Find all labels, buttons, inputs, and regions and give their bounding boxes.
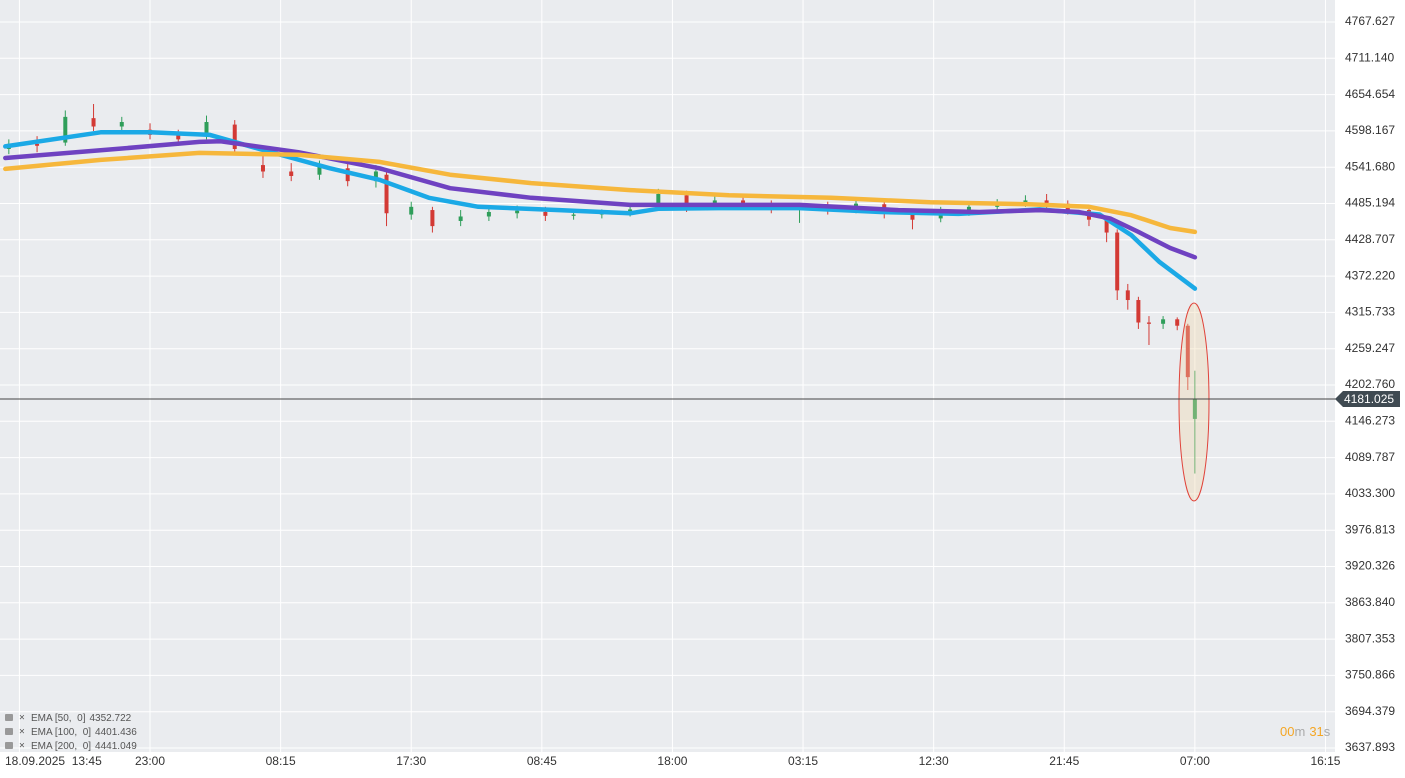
legend-icon <box>5 714 13 721</box>
countdown-minutes: 00 <box>1280 724 1294 739</box>
ema-line <box>3 150 1198 235</box>
candle-body <box>91 118 96 127</box>
candle-body <box>543 211 548 216</box>
candle-body <box>486 211 491 217</box>
candle-body <box>1104 219 1109 233</box>
x-tick-label: 12:30 <box>919 754 949 768</box>
y-tick-label: 4089.787 <box>1345 450 1395 464</box>
legend-name: EMA [50, 0] <box>31 713 86 724</box>
y-tick-label: 4202.760 <box>1345 377 1395 391</box>
countdown-unit: m <box>1294 724 1305 739</box>
x-tick-label: 03:15 <box>788 754 818 768</box>
overlay: 4181.025 <box>0 390 1400 407</box>
candle-body <box>317 165 322 175</box>
candle-body <box>458 216 463 221</box>
y-tick-label: 4767.627 <box>1345 14 1395 28</box>
last-price-label: 4181.025 <box>1344 392 1394 406</box>
x-tick-label: 18.09.2025 13:45 <box>5 754 102 768</box>
y-tick-label: 4485.194 <box>1345 196 1395 210</box>
legend-name: EMA [100, 0] <box>31 727 91 738</box>
legend-entry: EMA [100, 0] 4401.436 <box>31 727 137 738</box>
x-tick-label: 21:45 <box>1049 754 1079 768</box>
legend-value: 4401.436 <box>95 727 137 738</box>
candle-body <box>260 165 265 172</box>
candle-body <box>515 210 520 214</box>
candle-body <box>232 124 237 150</box>
candle-body <box>289 171 294 176</box>
countdown-unit: s <box>1324 724 1331 739</box>
candle-body <box>409 206 414 215</box>
candle-body <box>1115 232 1120 291</box>
candle-body <box>910 213 915 220</box>
candle-body <box>1175 319 1180 326</box>
candle-body <box>571 214 576 216</box>
candle-body <box>1192 398 1197 419</box>
countdown: 00m 31s <box>1280 724 1331 739</box>
x-tick-label: 23:00 <box>135 754 165 768</box>
marks <box>3 104 1198 474</box>
plot-background <box>0 0 1335 752</box>
legend-close: × <box>19 741 25 752</box>
candle-body <box>204 122 209 137</box>
candle-body <box>741 200 746 204</box>
candle-body <box>1125 290 1130 301</box>
y-tick-label: 3976.813 <box>1345 522 1395 536</box>
candle-body <box>1185 325 1190 378</box>
candle-body <box>119 122 124 127</box>
candle-body <box>1044 200 1049 203</box>
legend-name: EMA [200, 0] <box>31 741 91 752</box>
candle-body <box>430 210 435 227</box>
x-tick-label: 16:15 <box>1310 754 1340 768</box>
y-tick-label: 3694.379 <box>1345 704 1395 718</box>
candle-body <box>656 193 661 209</box>
candle-body <box>384 174 389 214</box>
y-tick-label: 4711.140 <box>1345 50 1394 64</box>
y-tick-label: 4146.273 <box>1345 413 1395 427</box>
legend-value: 4352.722 <box>89 713 131 724</box>
y-tick-label: 4033.300 <box>1345 486 1395 500</box>
y-tick-label: 4428.707 <box>1345 232 1395 246</box>
highlight-ellipse <box>1178 302 1210 502</box>
x-tick-label: 07:00 <box>1180 754 1210 768</box>
countdown-seconds: 31 <box>1309 724 1323 739</box>
legend-entry: EMA [50, 0] 4352.722 <box>31 713 132 724</box>
y-tick-label: 4541.680 <box>1345 159 1395 173</box>
x-tick-label: 17:30 <box>396 754 426 768</box>
y-tick-label: 3863.840 <box>1345 595 1395 609</box>
y-tick-label: 3750.866 <box>1345 668 1395 682</box>
y-tick-label: 4598.167 <box>1345 123 1395 137</box>
candle-body <box>63 116 68 143</box>
y-tick-label: 4372.220 <box>1345 268 1395 282</box>
y-tick-label: 4654.654 <box>1345 87 1395 101</box>
candle-body <box>176 134 181 140</box>
time-axis-background <box>0 752 1335 778</box>
candle-body <box>966 206 971 212</box>
y-tick-label: 4259.247 <box>1345 341 1395 355</box>
candle-body <box>35 143 40 146</box>
candle-body <box>373 171 378 182</box>
x-tick-label: 18:00 <box>657 754 687 768</box>
candle-body <box>1136 300 1141 323</box>
grid <box>0 0 1335 752</box>
y-tick-label: 3637.893 <box>1345 740 1395 754</box>
candle-body <box>684 195 689 207</box>
x-tick-label: 08:45 <box>527 754 557 768</box>
legend-close: × <box>19 713 25 724</box>
x-tick-label: 08:15 <box>266 754 296 768</box>
legend-entry: EMA [200, 0] 4441.049 <box>31 741 137 752</box>
y-tick-label: 3920.326 <box>1345 559 1395 573</box>
legend-value: 4441.049 <box>95 741 137 752</box>
candle-body <box>1146 322 1151 324</box>
last-price-tag <box>1335 390 1400 407</box>
y-tick-label: 4315.733 <box>1345 305 1395 319</box>
ema-line <box>3 139 1198 260</box>
legend-icon <box>5 728 13 735</box>
candle-body <box>1161 319 1166 324</box>
price-axis-background <box>1335 0 1405 778</box>
y-tick-label: 3807.353 <box>1345 631 1395 645</box>
legend-icon <box>5 742 13 749</box>
legend-close: × <box>19 727 25 738</box>
